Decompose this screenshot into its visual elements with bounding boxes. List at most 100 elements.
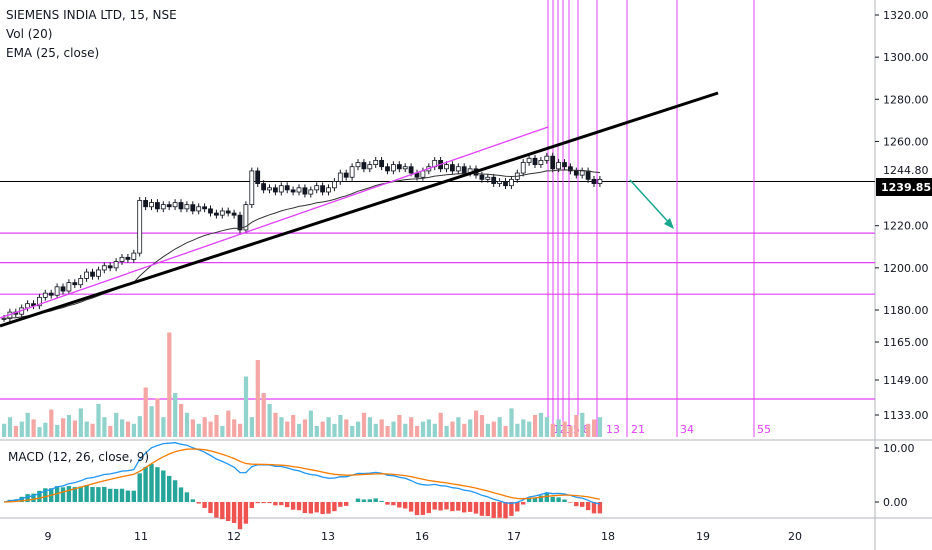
- volume-bar: [285, 421, 290, 437]
- candle-body: [373, 159, 379, 166]
- candle-body: [149, 202, 154, 208]
- candle-body: [503, 181, 508, 187]
- candle-body: [84, 271, 89, 279]
- macd-histogram-bar: [562, 499, 567, 502]
- volume-bar: [491, 421, 496, 437]
- volume-bar: [574, 415, 579, 437]
- time-tick-label: 20: [788, 530, 802, 543]
- candle-body: [37, 296, 42, 307]
- volume-bar: [308, 410, 313, 437]
- volume-bar: [391, 421, 396, 437]
- volume-bar: [220, 426, 225, 437]
- volume-bar: [450, 421, 455, 437]
- macd-histogram-bar: [125, 490, 131, 502]
- time-tick-label: 12: [227, 530, 241, 543]
- macd-histogram-bar: [479, 502, 485, 516]
- candle-body: [48, 292, 54, 296]
- macd-histogram-bar: [119, 488, 125, 502]
- volume-bar: [7, 417, 13, 437]
- macd-histogram-bar: [143, 466, 148, 502]
- macd-histogram-bar: [220, 502, 225, 520]
- volume-bar: [373, 423, 378, 437]
- volume-bar: [49, 409, 54, 437]
- candle-body: [479, 174, 485, 180]
- macd-histogram-bar: [473, 502, 479, 514]
- projection-arrow: [629, 179, 673, 227]
- volume-bar: [544, 417, 549, 437]
- volume-bar: [586, 423, 591, 437]
- candle-body: [119, 256, 125, 262]
- volume-bar: [202, 417, 207, 437]
- candle-body: [261, 183, 267, 191]
- volume-bar: [432, 423, 437, 437]
- volume-bar: [415, 426, 420, 437]
- volume-bar: [25, 412, 30, 437]
- volume-bar: [232, 419, 237, 437]
- volume-bar: [456, 417, 461, 437]
- price-tick-label: 1320.00: [883, 9, 929, 22]
- volume-bar: [356, 421, 361, 437]
- candle-body: [491, 176, 497, 184]
- macd-histogram-bar: [202, 502, 207, 508]
- symbol-title[interactable]: SIEMENS INDIA LTD, 15, NSE: [6, 8, 177, 22]
- macd-histogram-bar: [155, 467, 160, 502]
- candle-body: [267, 187, 272, 191]
- candle-body: [272, 187, 278, 193]
- candle-body: [101, 265, 107, 271]
- volume-legend[interactable]: Vol (20): [6, 27, 53, 41]
- volume-bar: [2, 423, 7, 437]
- projection-arrowhead: [664, 218, 674, 229]
- macd-histogram-bar: [332, 502, 337, 512]
- candle-body: [190, 204, 196, 212]
- candle-body: [497, 181, 503, 184]
- volume-bar: [43, 422, 48, 437]
- macd-histogram-bar: [196, 502, 201, 504]
- macd-histogram-bar: [385, 502, 390, 505]
- macd-histogram-bar: [137, 473, 142, 502]
- candle-body: [178, 202, 184, 210]
- macd-histogram-bar: [462, 502, 467, 513]
- volume-bar: [66, 415, 72, 437]
- macd-histogram-bar: [556, 497, 561, 502]
- volume-bar: [462, 423, 467, 437]
- candle-body: [308, 189, 314, 195]
- macd-tick-label: 0.00: [883, 496, 908, 509]
- volume-tick-label: 1165.00: [883, 336, 929, 349]
- volume-bar: [385, 426, 390, 437]
- candle-body: [231, 212, 237, 216]
- ema-legend[interactable]: EMA (25, close): [6, 46, 100, 60]
- candle-body: [302, 187, 308, 195]
- macd-histogram-bar: [467, 502, 473, 512]
- volume-bar: [125, 421, 131, 437]
- candle-body: [131, 252, 137, 260]
- volume-bar: [474, 410, 479, 437]
- macd-histogram-bar: [296, 502, 302, 511]
- macd-histogram-bar: [326, 502, 331, 514]
- macd-histogram-bar: [444, 502, 449, 510]
- volume-bar: [137, 416, 142, 437]
- volume-bar: [19, 421, 24, 437]
- macd-histogram-bar: [373, 498, 378, 502]
- candle-body: [143, 200, 149, 208]
- candle-body: [172, 202, 178, 208]
- macd-histogram-bar: [408, 502, 414, 512]
- macd-histogram-bar: [580, 502, 585, 507]
- candle-body: [420, 170, 426, 178]
- candle-body: [296, 187, 302, 193]
- volume-bar: [468, 419, 473, 437]
- macd-histogram-bar: [37, 490, 42, 502]
- macd-histogram-bar: [379, 500, 384, 502]
- macd-legend[interactable]: MACD (12, 26, close, 9): [8, 450, 150, 464]
- candle-body: [562, 162, 567, 168]
- volume-bar: [179, 404, 184, 437]
- macd-histogram-bar: [526, 498, 532, 502]
- candle-body: [255, 170, 261, 184]
- macd-histogram-bar: [31, 493, 36, 502]
- candle-body: [314, 185, 320, 191]
- volume-bar: [580, 412, 585, 437]
- macd-histogram-bar: [214, 502, 219, 518]
- volume-bar: [267, 404, 272, 437]
- last-price-badge: [876, 178, 932, 196]
- volume-bar: [72, 420, 77, 437]
